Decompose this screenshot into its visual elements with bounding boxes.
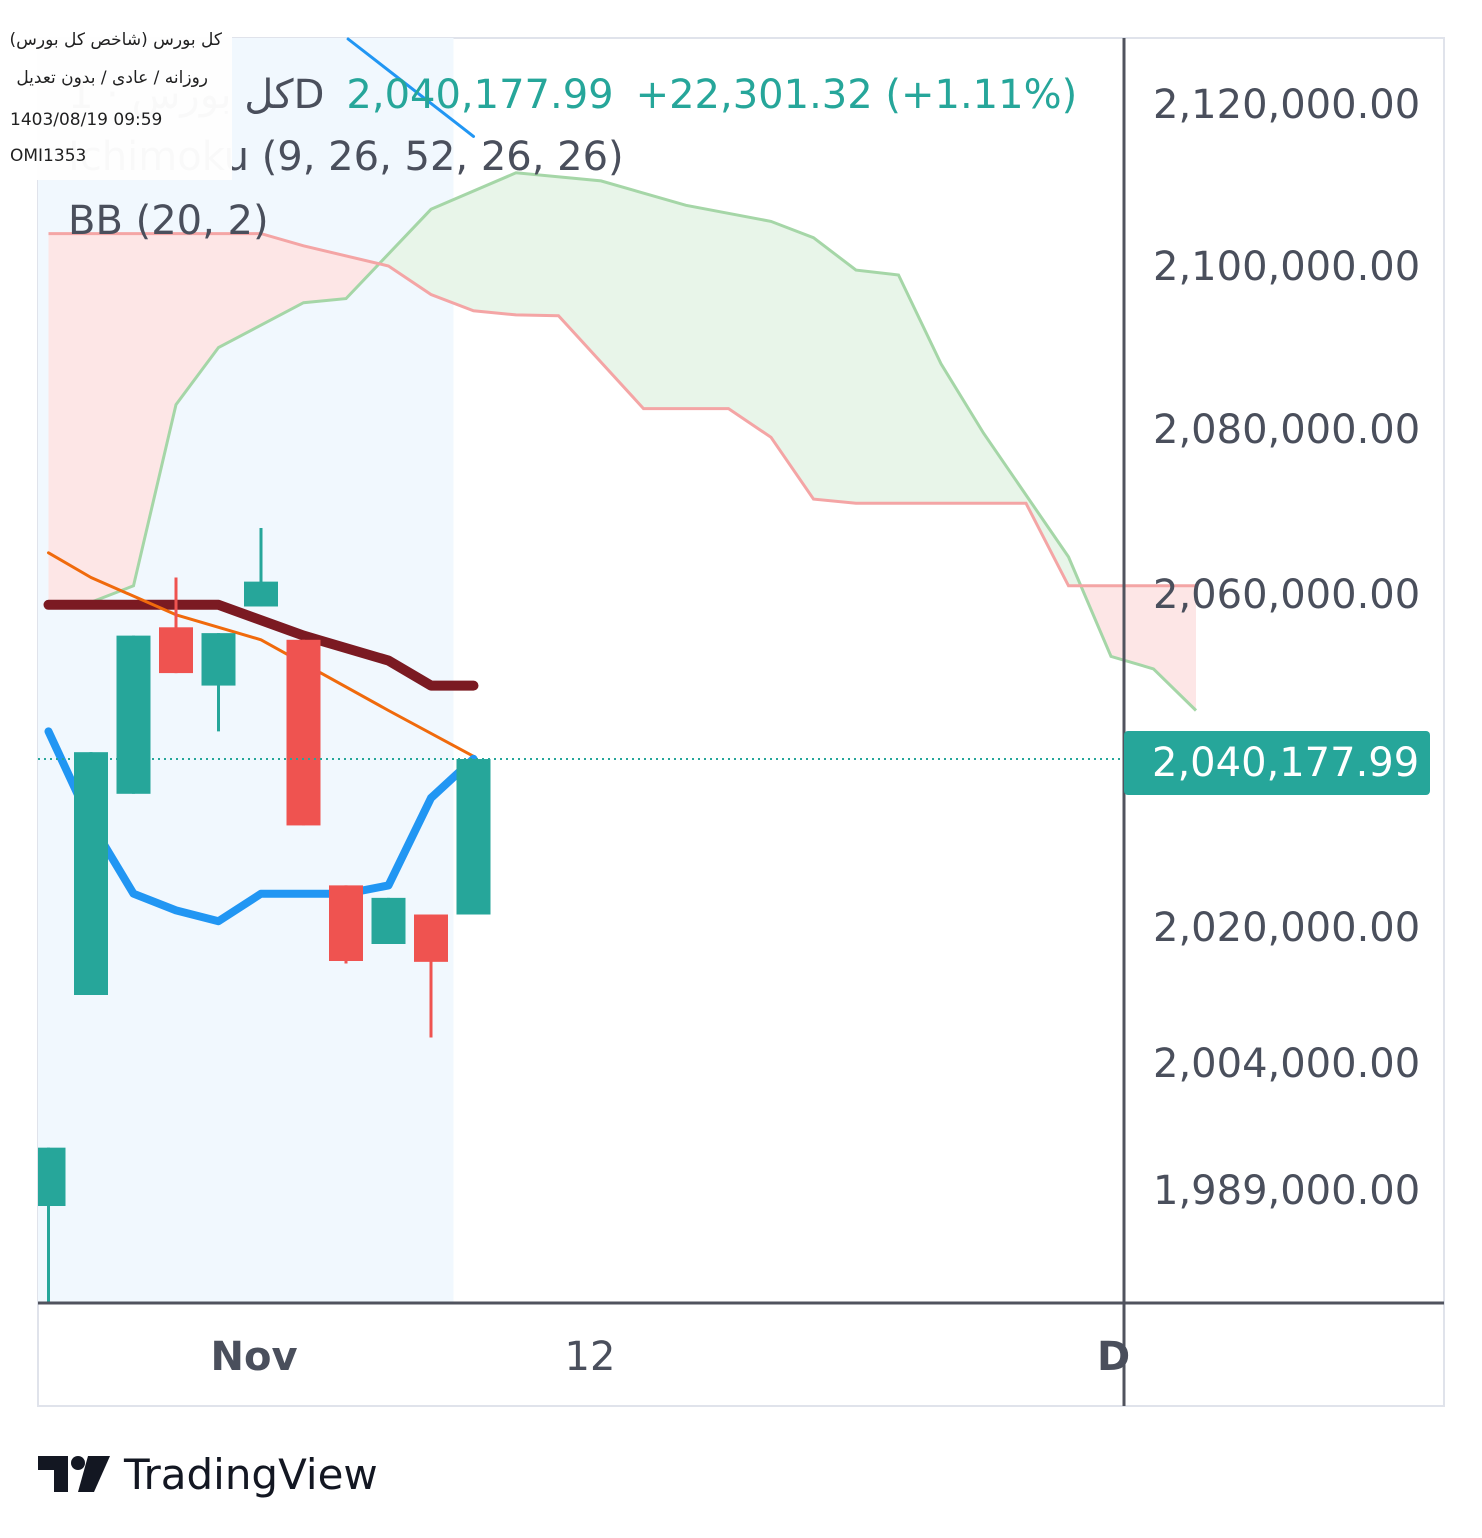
candle-body <box>159 627 193 674</box>
y-tick-label: 2,080,000.00 <box>1153 407 1420 453</box>
candle[interactable] <box>116 635 151 794</box>
candle[interactable] <box>74 752 108 995</box>
candle-body <box>371 897 406 944</box>
candle-body <box>38 1147 66 1207</box>
candle[interactable] <box>371 897 406 944</box>
candle[interactable] <box>38 1147 66 1303</box>
cloud-bullish-fill <box>380 172 1082 587</box>
y-tick-label: 2,060,000.00 <box>1153 572 1420 618</box>
candle-body <box>244 581 278 607</box>
candle[interactable] <box>159 577 193 674</box>
info-name: کل بورس (شاخص کل بورس) <box>9 30 222 50</box>
y-tick-label: 2,020,000.00 <box>1153 905 1420 951</box>
info-timestamp: 1403/08/19 09:59 <box>10 110 163 130</box>
y-tick-label: 2,120,000.00 <box>1153 82 1420 128</box>
bb-lower-line <box>44 727 478 926</box>
tenkan-line <box>47 551 475 758</box>
candle[interactable] <box>286 639 321 826</box>
x-tick-label: D <box>1097 1334 1130 1380</box>
bb-upper-line <box>346 37 475 138</box>
candle-body <box>116 635 151 794</box>
candle[interactable] <box>201 633 236 732</box>
candle[interactable] <box>244 528 278 607</box>
candle[interactable] <box>456 759 491 915</box>
x-tick-label: Nov <box>210 1334 297 1380</box>
info-settings: روزانه / عادی / بدون تعدیل <box>16 68 208 88</box>
x-tick-label: 12 <box>565 1334 616 1380</box>
tradingview-logo-icon <box>38 1456 110 1492</box>
candle-body <box>201 633 236 686</box>
senkou-span-b-line <box>48 232 1196 588</box>
last-price-tag: 2,040,177.99 <box>1124 731 1430 795</box>
cloud-bearish-fill <box>1081 585 1196 711</box>
legend-price: 2,040,177.99 <box>346 72 614 118</box>
candle[interactable] <box>414 914 448 1038</box>
kijun-line <box>43 599 479 691</box>
legend-change: +22,301.32 (+1.11%) <box>635 72 1078 118</box>
candle[interactable] <box>329 885 363 964</box>
brand-name: TradingView <box>124 1449 378 1499</box>
candle-body <box>414 914 448 962</box>
y-tick-label: 1,989,000.00 <box>1153 1168 1420 1214</box>
candle-body <box>286 639 321 826</box>
legend-bollinger[interactable]: BB (20, 2) <box>68 198 269 244</box>
y-tick-label: 2,004,000.00 <box>1153 1041 1420 1087</box>
symbol-info-box: کل بورس (شاخص کل بورس) روزانه / عادی / ب… <box>0 22 232 180</box>
senkou-span-a-line <box>48 171 1198 712</box>
cloud-bearish-fill <box>48 233 380 603</box>
candle-body <box>74 752 108 995</box>
y-tick-label: 2,100,000.00 <box>1153 244 1420 290</box>
candle-body <box>456 759 491 915</box>
info-code: OMI1353 <box>10 146 87 166</box>
tradingview-brand[interactable]: TradingView <box>38 1446 378 1502</box>
candle-body <box>329 885 363 961</box>
